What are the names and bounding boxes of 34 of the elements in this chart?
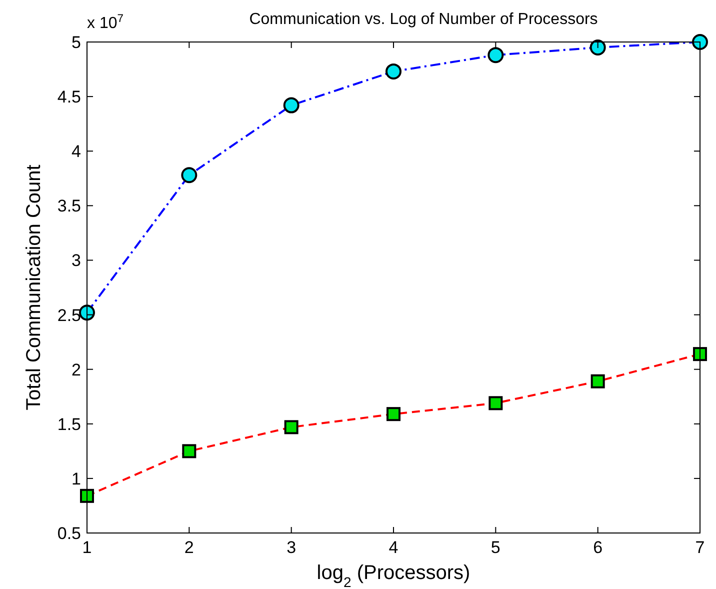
point	[488, 47, 504, 64]
x-tick-label: 6	[593, 538, 603, 557]
chart-title: Communication vs. Log of Number of Processors	[249, 11, 598, 28]
point	[283, 97, 300, 114]
point	[488, 396, 503, 410]
point	[693, 347, 707, 362]
point	[79, 304, 95, 321]
y-tick-label: 3	[72, 251, 81, 270]
point	[590, 39, 606, 56]
y-tick-label: 1.5	[57, 414, 81, 434]
point	[181, 167, 198, 184]
point	[692, 34, 708, 50]
point	[182, 444, 196, 458]
y-axis-title: Total Communication Count	[23, 164, 45, 410]
text: x 10$^{7}$	[87, 13, 124, 32]
point	[284, 420, 298, 434]
point	[386, 63, 402, 80]
x-tick-label: 4	[388, 538, 398, 557]
y-tick-label: 2	[72, 360, 81, 380]
y-tick-label: 1	[72, 469, 81, 488]
y-tick-label: 3.5	[57, 196, 81, 216]
x-tick-label: 2	[184, 538, 194, 557]
point	[386, 407, 400, 422]
y-tick-label: 4.5	[57, 88, 81, 107]
x-axis-title: log$_{2}$ (Processors)	[316, 562, 470, 589]
x-tick-label: 5	[490, 538, 500, 557]
y-tick-label: 5	[72, 33, 81, 52]
x-tick-label: 3	[286, 538, 296, 557]
point	[590, 374, 605, 388]
point	[80, 488, 94, 503]
y-tick-label: 2.5	[57, 306, 81, 325]
x-tick-label: 7	[695, 538, 705, 557]
y-tick-label: 0.5	[57, 524, 81, 543]
y-tick-label: 4	[72, 142, 81, 162]
